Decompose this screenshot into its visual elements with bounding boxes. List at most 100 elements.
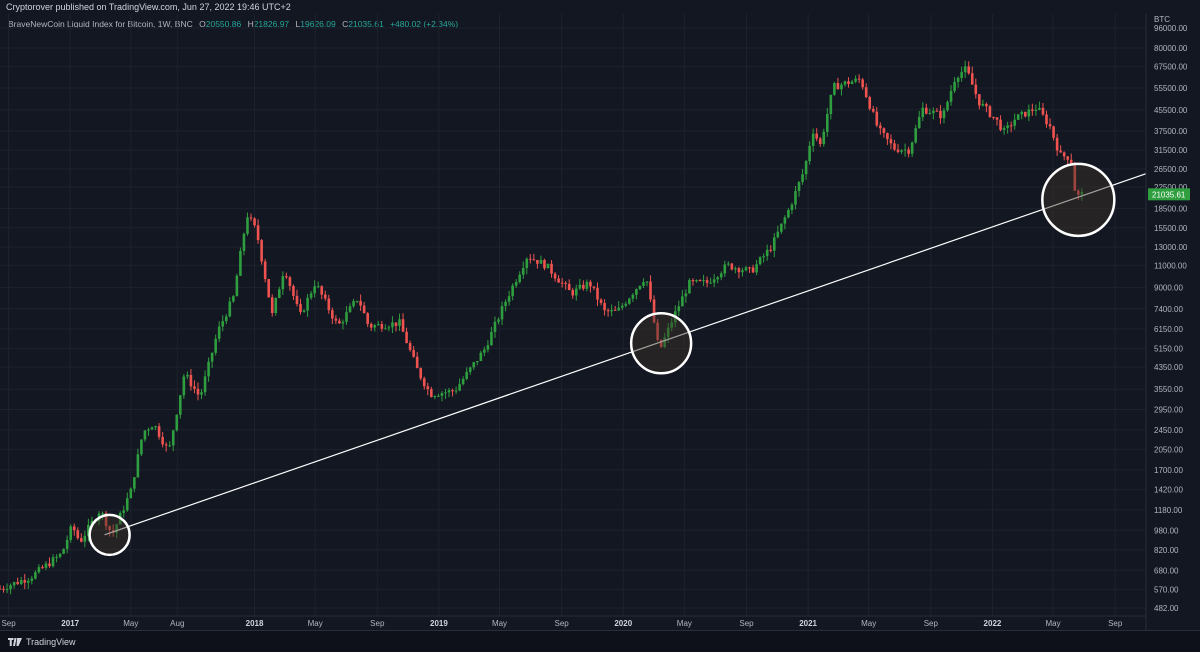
candle-body [419,368,423,379]
candle-body [886,133,889,140]
candle-body [136,454,140,478]
candle-body [281,276,285,290]
candle-body [249,217,253,219]
candle-body [1038,107,1041,110]
published-header: Cryptorover published on TradingView.com… [0,0,1200,14]
candle-body [518,274,522,283]
price-tick-label: 55500.00 [1154,84,1188,93]
candle-body [422,378,426,387]
candle-body [963,66,967,73]
candle-body [401,319,405,332]
candle-body [507,296,511,302]
candle-body [811,133,815,146]
candle-body [875,111,879,126]
candle-body [716,277,720,280]
candle-body [376,324,380,326]
candle-body [815,133,818,139]
candle-body [536,259,539,264]
candle-body [179,395,182,415]
candle-body [705,280,709,283]
time-tick-label: 2020 [614,619,632,628]
candle-body [221,321,225,327]
candle-body [790,204,794,211]
candle-body [1059,150,1062,153]
candle-body [889,139,893,144]
candle-body [1020,111,1024,115]
candle-body [23,580,27,583]
price-tick-label: 67500.00 [1154,63,1188,72]
candle-body [203,376,207,393]
candle-body [415,356,419,369]
candle-body [76,530,80,539]
candle-body [631,294,635,299]
candle-body [780,223,783,232]
time-tick-label: 2019 [430,619,448,628]
time-axis[interactable]: Sep 2017 May Aug 2018 May Sep 2019 May Sep 2020 May… [1,619,1122,628]
candle-body [239,250,242,276]
price-tick-label: 11000.00 [1154,261,1187,270]
candle-body [278,289,281,298]
price-tick-label: 1700.00 [1154,466,1183,475]
candle-body [617,307,621,311]
time-tick-label: May [123,619,138,628]
price-tick-label: 4350.00 [1154,363,1183,372]
price-tick-label: 15500.00 [1154,224,1188,233]
candle-body [451,390,454,392]
candle-body [313,286,316,294]
candle-body [30,578,34,581]
candle-body [214,338,217,353]
time-tick-label: May [677,619,692,628]
low-value: 19626.09 [300,19,336,29]
candle-body [861,79,864,88]
price-chart[interactable]: 96000.00 80000.00 67500.00 55500.00 45500.00… [0,14,1200,630]
currency-label: BTC [1154,15,1170,24]
published-text: Cryptorover published on TradingView.com… [6,2,291,12]
candle-body [461,378,465,385]
footer-brand: TradingView [26,636,76,647]
candle-body [345,312,348,322]
candle-body [175,414,179,431]
candle-body [1055,137,1059,151]
candle-body [985,103,988,107]
candle-body [592,286,596,288]
candle-body [302,310,306,312]
candle-body [900,150,903,152]
candle-body [677,306,681,312]
highlight-circles [88,162,1116,557]
price-axis[interactable]: 96000.00 80000.00 67500.00 55500.00 45500.00… [1148,15,1190,613]
candle-body [723,264,727,274]
candle-body [355,300,359,302]
candle-body [804,161,808,175]
candle-body [394,322,398,326]
candle-body [217,326,221,339]
candle-body [1062,152,1066,157]
candle-body [497,319,500,322]
candle-body [267,279,270,298]
candle-body [224,316,228,322]
candle-body [514,282,518,286]
price-tick-label: 2950.00 [1154,406,1183,415]
candle-body [348,306,352,313]
candle-body [868,97,872,109]
candle-body [210,352,214,362]
candle-body [1066,156,1070,160]
candle-body [610,309,613,312]
candle-body [744,267,748,271]
candle-body [649,281,652,300]
candle-body [387,327,391,329]
price-tick-label: 980.00 [1154,526,1179,535]
candle-body [331,310,334,319]
candle-body [638,285,642,290]
candle-body [444,392,447,394]
time-tick-label: May [1046,619,1061,628]
last-price-tag [1148,188,1190,201]
candle-body [1069,159,1073,164]
candle-body [712,279,716,283]
candle-body [1016,114,1020,120]
candle-body [914,128,917,143]
time-tick-label: Aug [170,619,184,628]
candle-body [0,588,2,590]
candle-body [500,306,504,320]
candle-body [628,298,631,304]
candle-body [41,567,44,569]
